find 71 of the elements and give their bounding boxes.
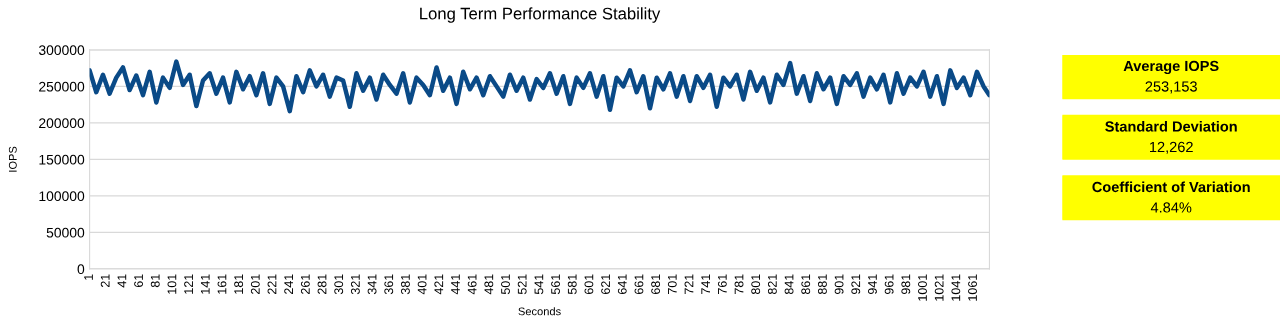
x-tick-label: 241 [284,274,293,295]
y-tick-label: 200000 [39,118,85,129]
x-tick-label: 281 [317,274,327,295]
x-tick-label: 261 [300,274,310,295]
x-tick-label: 921 [851,274,861,295]
text: 4.84% [1150,202,1192,213]
x-tick-label: 161 [217,274,227,294]
x-tick-label: 1 [84,274,93,280]
x-tick-label: 761 [717,274,727,294]
x-tick-label: 221 [267,274,277,295]
x-tick-label: 601 [584,274,594,294]
x-tick-label: 321 [350,274,360,295]
chart-title: Long Term Performance Stability [420,7,661,23]
x-tick-label: 721 [684,274,694,294]
x-tick-label: 861 [801,274,811,295]
x-tick-label: 881 [817,274,827,295]
x-tick-label: 1041 [951,274,961,301]
x-tick-label: 101 [167,274,177,294]
y-tick-label: 250000 [39,81,85,92]
x-tick-label: 441 [451,274,460,295]
x-tick-label: 1021 [934,274,944,301]
y-tick-label: 50000 [46,227,85,238]
x-tick-label: 681 [651,274,661,294]
text: 12,262 [1150,141,1193,154]
x-tick-label: 41 [117,274,127,288]
x-tick-label: 621 [601,274,611,294]
y-tick-label: 300000 [38,45,85,56]
x-tick-label: 981 [901,274,911,295]
x-tick-label: 181 [234,274,244,294]
x-tick-label: 561 [551,274,560,295]
x-tick-label: 21 [100,274,110,288]
x-axis-title: Seconds [518,307,561,316]
x-tick-label: 301 [334,274,344,295]
y-tick-label: 150000 [39,154,85,165]
text: 253,153 [1145,81,1197,94]
x-tick-label: 481 [484,274,494,295]
text: Standard Deviation [1105,120,1237,132]
x-tick-label: 961 [884,274,894,295]
x-tick-label: 781 [734,274,744,294]
x-tick-label: 201 [250,274,260,295]
x-tick-label: 821 [767,274,777,295]
x-tick-label: 61 [134,274,143,288]
x-tick-label: 341 [367,274,377,295]
x-tick-label: 901 [834,274,844,295]
x-tick-label: 521 [517,274,527,295]
y-tick-label: 0 [77,264,85,275]
x-tick-label: 841 [784,274,794,295]
x-tick-label: 141 [200,274,210,294]
x-tick-label: 81 [150,274,160,288]
x-tick-label: 121 [184,274,193,294]
line-series [89,59,990,114]
y-axis-title: IOPS [8,146,17,172]
x-tick-label: 641 [617,274,627,294]
x-tick-label: 701 [667,274,677,294]
x-tick-label: 381 [401,274,410,295]
x-tick-label: 741 [701,274,710,294]
x-tick-label: 501 [501,274,510,295]
x-tick-label: 1001 [918,274,927,301]
text: Coefficient of Variation [1092,181,1250,193]
y-tick-label: 100000 [39,191,85,202]
x-tick-label: 361 [384,274,394,295]
x-tick-label: 1061 [968,274,977,301]
x-tick-label: 421 [434,274,444,295]
x-tick-label: 661 [634,274,644,294]
x-tick-label: 461 [467,274,477,295]
x-tick-label: 541 [534,274,544,295]
x-tick-label: 941 [868,274,877,295]
x-tick-label: 581 [567,274,577,295]
text: Average IOPS [1123,60,1219,75]
x-tick-label: 401 [417,274,427,295]
x-tick-label: 801 [751,274,761,295]
